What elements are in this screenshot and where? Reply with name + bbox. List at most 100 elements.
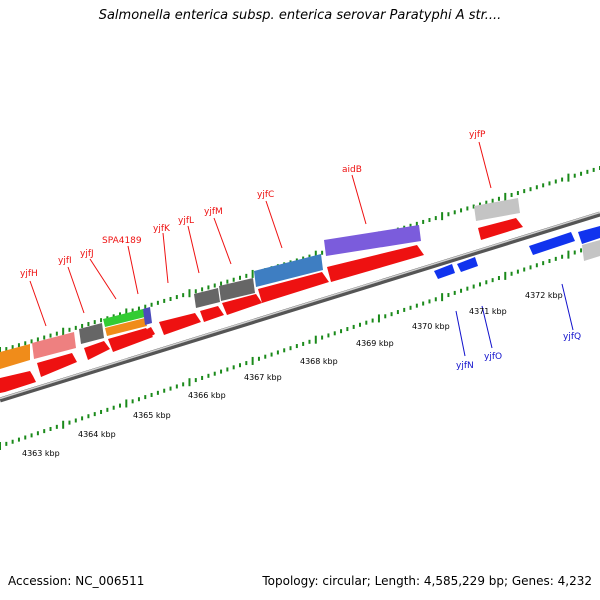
tick-mark — [460, 208, 463, 213]
forward-gene-label[interactable]: yjfP — [469, 130, 486, 140]
forward-gene-label[interactable]: yjfI — [58, 256, 72, 266]
tick-mark — [264, 354, 267, 359]
reverse-gene[interactable] — [578, 226, 600, 244]
tick-mark — [365, 320, 368, 325]
tick-mark — [68, 420, 71, 425]
reverse-gene-label[interactable]: yjfN — [456, 361, 474, 371]
tick-mark — [409, 223, 412, 228]
tick-mark — [441, 293, 444, 302]
tick-mark — [497, 276, 500, 281]
light-gray-feature-2[interactable] — [582, 240, 600, 261]
tick-mark — [352, 324, 355, 329]
tick-mark — [43, 429, 46, 434]
tick-mark — [24, 435, 27, 440]
tick-mark — [516, 269, 519, 274]
gray-feature-3[interactable] — [219, 278, 255, 301]
axis-position-label: 4372 kbp — [525, 291, 563, 300]
forward-gene[interactable] — [37, 353, 77, 377]
tick-mark — [220, 369, 223, 374]
light-gray-feature[interactable] — [474, 198, 520, 221]
tick-mark — [295, 344, 298, 349]
map-title: Salmonella enterica subsp. enterica sero… — [98, 8, 502, 23]
tick-mark — [62, 420, 65, 429]
forward-gene-label[interactable]: yjfH — [20, 269, 38, 279]
tick-mark — [567, 173, 570, 182]
forward-gene[interactable] — [222, 294, 262, 315]
tick-mark — [239, 275, 241, 280]
tick-mark — [535, 263, 538, 268]
tick-mark — [106, 407, 109, 412]
reverse-gene[interactable] — [434, 264, 455, 279]
tick-mark — [529, 187, 532, 192]
forward-gene[interactable] — [200, 306, 224, 322]
tick-mark — [49, 426, 52, 431]
tick-mark — [150, 392, 153, 397]
tick-mark — [510, 271, 513, 276]
forward-gene-label[interactable]: SPA4189 — [102, 236, 142, 246]
tick-mark — [163, 388, 166, 393]
forward-gene-label[interactable]: yjfK — [153, 224, 171, 234]
reverse-gene-label[interactable]: yjfQ — [563, 332, 581, 342]
forward-label-leaders — [29, 141, 492, 327]
pink-feature[interactable] — [32, 332, 76, 359]
tick-mark — [409, 305, 412, 310]
tick-mark — [36, 431, 39, 436]
forward-gene[interactable] — [108, 328, 153, 352]
purple-cap[interactable] — [143, 307, 152, 325]
tick-mark — [93, 320, 96, 325]
tick-mark — [81, 416, 84, 421]
reverse-gene[interactable] — [529, 232, 575, 255]
orange-feature-2[interactable] — [105, 318, 147, 336]
tick-mark — [81, 323, 84, 328]
forward-gene-label[interactable]: yjfC — [257, 190, 274, 200]
tick-mark — [384, 314, 387, 319]
forward-gene[interactable] — [258, 272, 329, 303]
genome-backbone — [0, 211, 600, 403]
forward-gene[interactable] — [0, 371, 36, 393]
tick-mark — [74, 325, 77, 330]
tick-mark — [542, 183, 545, 188]
tick-mark — [516, 191, 519, 196]
reverse-gene[interactable] — [457, 257, 478, 272]
tick-mark — [453, 210, 456, 215]
forward-gene[interactable] — [159, 313, 201, 335]
tick-mark — [17, 437, 20, 442]
forward-gene-label[interactable]: yjfL — [178, 216, 194, 226]
tick-mark — [422, 301, 425, 306]
tick-mark — [422, 219, 425, 224]
reverse-gene-label[interactable]: yjfO — [484, 352, 502, 362]
forward-gene[interactable] — [84, 341, 110, 360]
tick-mark — [11, 345, 14, 350]
violet-feature[interactable] — [324, 225, 421, 256]
tick-mark — [5, 347, 8, 352]
tick-mark — [119, 403, 121, 408]
tick-mark — [100, 318, 103, 323]
tick-mark — [213, 283, 216, 288]
forward-gene-label[interactable]: yjfJ — [80, 249, 94, 259]
tick-mark — [93, 412, 96, 417]
forward-gene[interactable] — [478, 218, 523, 240]
tick-mark — [245, 273, 248, 278]
tick-mark — [561, 177, 564, 182]
tick-mark — [415, 303, 418, 308]
tick-mark — [207, 373, 210, 378]
tick-mark — [554, 256, 557, 261]
gray-feature[interactable] — [79, 323, 104, 344]
green-feature[interactable] — [103, 309, 145, 327]
blue-feature[interactable] — [254, 254, 323, 287]
tick-mark — [87, 322, 90, 327]
forward-gene[interactable] — [327, 245, 424, 282]
tick-mark — [479, 202, 481, 207]
feature-band — [0, 198, 600, 369]
tick-mark — [125, 308, 128, 317]
forward-gene-label[interactable]: yjfM — [204, 207, 223, 217]
forward-gene-label[interactable]: aidB — [342, 165, 362, 175]
gray-feature-2[interactable] — [194, 288, 220, 308]
accession-text: Accession: NC_006511 — [8, 574, 145, 588]
tick-mark — [175, 295, 178, 300]
forward-gene[interactable] — [147, 327, 155, 337]
tick-mark — [523, 189, 526, 194]
orange-feature[interactable] — [0, 344, 30, 369]
tick-mark — [497, 196, 500, 201]
